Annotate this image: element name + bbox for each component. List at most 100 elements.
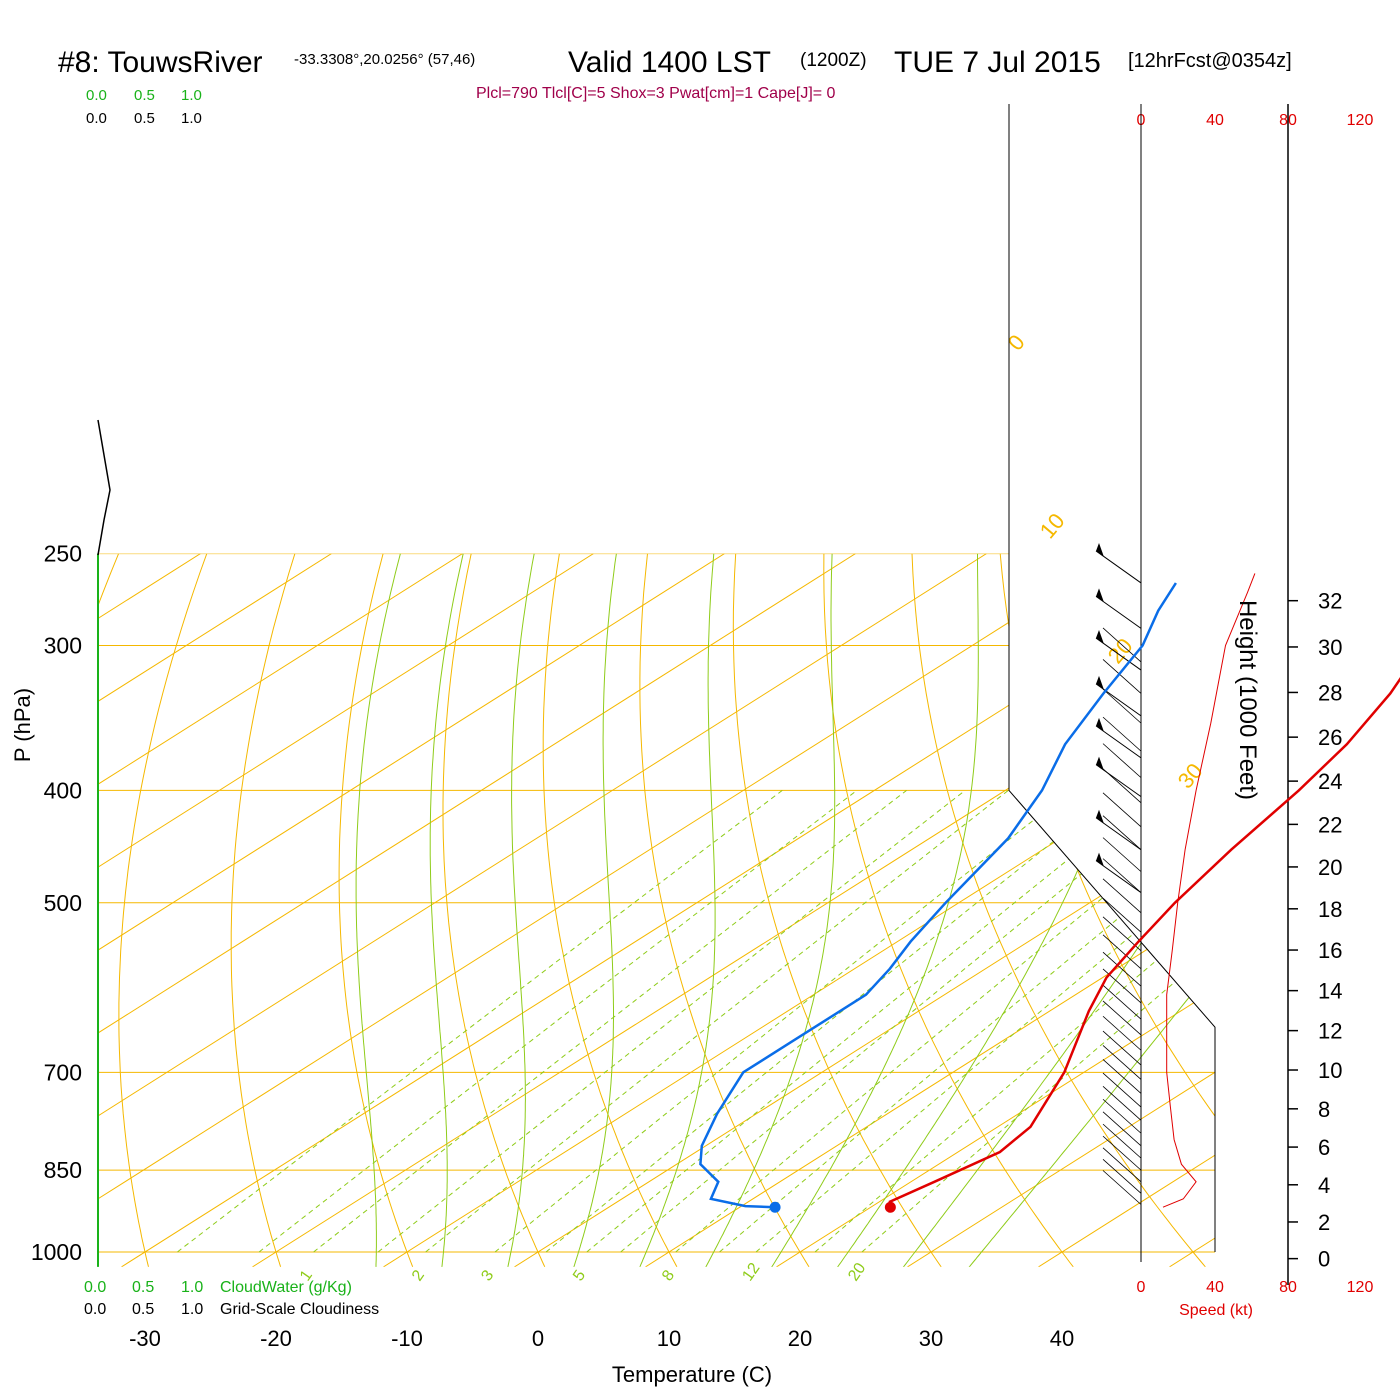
wind-barb xyxy=(1102,1098,1142,1134)
height-tick-label: 32 xyxy=(1318,589,1342,614)
wind-flag xyxy=(1096,756,1104,771)
speed-tick-bottom-0: 0 xyxy=(1137,1279,1146,1296)
wind-barb xyxy=(1102,934,1142,970)
cloudwater-scale-bottom-1: 0.5 xyxy=(132,1279,154,1296)
wind-barb xyxy=(1102,878,1142,914)
wind-flag xyxy=(1096,809,1104,824)
wind-barbs xyxy=(1095,542,1142,1205)
isotherm-line xyxy=(252,553,1215,1267)
mixing-ratio-label: 3 xyxy=(478,1267,497,1284)
cloudiness-scale-top-1: 0.5 xyxy=(134,110,155,127)
mixing-ratio-line xyxy=(177,790,783,1253)
x-tick-label: -30 xyxy=(129,1326,161,1351)
x-tick-label: -10 xyxy=(391,1326,423,1351)
mixing-ratio-line xyxy=(494,790,1072,1253)
wind-barb xyxy=(1102,1111,1142,1147)
wind-barb xyxy=(1102,1045,1142,1080)
dry-adiabat xyxy=(230,553,296,1267)
p-tick-label: 300 xyxy=(44,632,82,658)
speed-axis-label: Speed (kt) xyxy=(1179,1302,1253,1319)
mixing-ratio-label: 12 xyxy=(739,1260,763,1284)
profiles xyxy=(699,573,1400,1213)
height-tick-label: 2 xyxy=(1318,1210,1330,1235)
cloudwater-scale-bottom-0: 0.0 xyxy=(84,1279,106,1296)
height-tick-label: 6 xyxy=(1318,1135,1330,1160)
cloudiness-scale-bottom-2: 1.0 xyxy=(181,1301,203,1318)
cloudiness-scale-bottom-0: 0.0 xyxy=(84,1301,106,1318)
x-tick-label: 40 xyxy=(1050,1326,1074,1351)
axes: -30 -20 -10 0 10 20 30 401000850700500400300250… xyxy=(31,541,1343,1351)
wind-barb xyxy=(1102,1086,1142,1121)
dry-adiabat xyxy=(823,553,1074,1267)
surface-temperature-dot xyxy=(884,1201,896,1213)
zulu-time: (1200Z) xyxy=(800,50,867,71)
height-tick-label: 30 xyxy=(1318,635,1342,660)
isotherm-line xyxy=(98,553,987,1267)
wind-barb xyxy=(1102,1158,1142,1194)
right-boundary xyxy=(1008,104,1216,1252)
cloudiness-trace xyxy=(97,419,111,556)
dry-adiabat xyxy=(542,553,678,1267)
wind-barb xyxy=(1102,951,1142,987)
moist-adiabat xyxy=(355,553,401,1267)
speed-tick-top-120: 120 xyxy=(1347,112,1374,129)
cloudwater-scale-bottom-2: 1.0 xyxy=(181,1279,203,1296)
dry-adiabat xyxy=(338,553,414,1267)
wind-flag xyxy=(1096,675,1104,690)
valid-date: TUE 7 Jul 2015 xyxy=(894,46,1101,79)
p-tick-label: 500 xyxy=(44,890,82,916)
wind-barb xyxy=(1102,1123,1142,1159)
wind-barb xyxy=(1102,743,1142,778)
speed-tick-bottom-40: 40 xyxy=(1206,1279,1224,1296)
moist-adiabat xyxy=(964,553,1215,1267)
mixing-ratio-line xyxy=(545,790,1118,1253)
isotherm-line xyxy=(776,553,1215,1267)
height-tick-label: 16 xyxy=(1318,938,1342,963)
x-tick-label: 10 xyxy=(657,1326,681,1351)
isotherm-label-right: 10 xyxy=(1035,508,1070,543)
isotherm-line xyxy=(98,553,1118,1267)
mixing-ratio-line xyxy=(861,790,1215,1253)
dry-adiabat xyxy=(732,553,942,1267)
wind-barb xyxy=(1102,1000,1142,1036)
mixing-ratio-line xyxy=(586,790,1155,1253)
dry-adiabat xyxy=(639,553,810,1267)
height-tick-label: 4 xyxy=(1318,1173,1330,1198)
isotherm-line xyxy=(121,553,1215,1267)
cloudwater-scale-top-2: 1.0 xyxy=(181,87,202,104)
moist-adiabat xyxy=(768,553,979,1267)
moist-adiabat xyxy=(702,553,836,1267)
height-tick-label: 10 xyxy=(1318,1058,1342,1083)
height-tick-label: 0 xyxy=(1318,1247,1330,1272)
cloudiness-label: Grid-Scale Cloudiness xyxy=(220,1301,379,1318)
wind-barb xyxy=(1102,1059,1142,1094)
wind-barb xyxy=(1102,1015,1142,1051)
wind-barb xyxy=(1102,1170,1142,1205)
y-axis-title: P (hPa) xyxy=(10,688,35,762)
mixing-ratio-line xyxy=(258,790,858,1253)
dry-adiabat xyxy=(1353,554,1400,1267)
dry-adiabat xyxy=(0,554,30,1267)
height-tick-label: 22 xyxy=(1318,812,1342,837)
isotherm-line xyxy=(1169,553,1215,1267)
mixing-ratio-label: 8 xyxy=(659,1267,678,1284)
height-tick-label: 18 xyxy=(1318,897,1342,922)
wind-barb xyxy=(1102,792,1142,828)
wind-barb xyxy=(1102,716,1142,752)
mixing-ratio-line xyxy=(425,790,1009,1253)
isotherm-line xyxy=(1300,554,1400,1267)
mixing-ratio-line xyxy=(719,790,1215,1253)
isotherm-line xyxy=(383,553,1215,1267)
wind-flag xyxy=(1096,630,1104,645)
speed-tick-bottom-80: 80 xyxy=(1279,1279,1297,1296)
dry-adiabat xyxy=(442,553,546,1267)
moist-adiabat xyxy=(637,553,716,1267)
cloudwater-scale-top-1: 0.5 xyxy=(134,87,155,104)
speed-tick-top-40: 40 xyxy=(1206,112,1224,129)
mixing-ratio-label: 2 xyxy=(409,1267,428,1284)
p-tick-label: 700 xyxy=(44,1059,82,1085)
height-tick-label: 26 xyxy=(1318,725,1342,750)
x-tick-label: -20 xyxy=(260,1326,292,1351)
